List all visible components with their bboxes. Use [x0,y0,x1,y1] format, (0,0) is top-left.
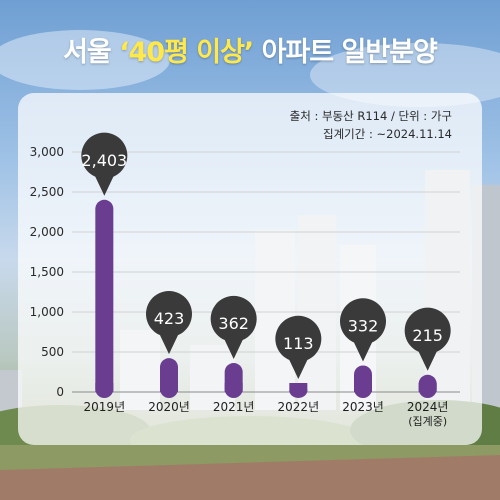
data-label: 113 [283,334,314,353]
x-tick-label: 2021년 [213,400,255,414]
bar-base [160,383,178,392]
data-label: 215 [412,326,443,345]
x-tick-label: 2024년 [407,400,449,414]
bar [95,199,114,398]
y-tick-label: 3,000 [30,145,64,159]
bar [224,363,243,398]
y-tick-label: 1,000 [30,305,64,319]
bar-base [418,383,437,392]
y-tick-label: 2,000 [30,225,64,239]
bar-base [95,383,114,392]
bar [354,365,372,398]
x-tick-label: 2020년 [148,400,190,414]
title-highlight: ‘40평 이상’ [119,37,254,68]
value-bubble [275,315,322,379]
value-bubble [210,295,257,360]
bar-base [289,383,308,392]
data-label: 362 [218,314,249,333]
source-note: 출처 : 부동산 R114 / 단위 : 가구 [289,109,452,123]
y-tick-label: 2,500 [30,185,64,199]
period-note: 집계기간 : ~2024.11.14 [323,127,452,141]
bar [160,358,178,398]
value-bubble [81,132,128,196]
x-tick-label: 2019년 [84,400,126,414]
page-title: 서울 ‘40평 이상’ 아파트 일반분양 [0,30,500,69]
data-label: 2,403 [81,151,127,170]
data-label: 332 [348,316,379,335]
y-tick-label: 1,500 [30,265,64,279]
bar-base [224,383,243,392]
data-label: 423 [154,309,185,328]
y-tick-label: 0 [56,385,64,399]
x-tick-note: (집계중) [408,415,447,428]
y-tick-label: 500 [41,345,64,359]
x-tick-label: 2022년 [278,400,320,414]
bar-base [354,383,372,392]
x-tick-label: 2023년 [342,400,384,414]
value-bubble [340,298,387,362]
title-prefix: 서울 [63,37,120,68]
title-suffix: 아파트 일반분양 [253,37,438,68]
value-bubble [146,290,192,355]
value-bubble [404,307,451,371]
